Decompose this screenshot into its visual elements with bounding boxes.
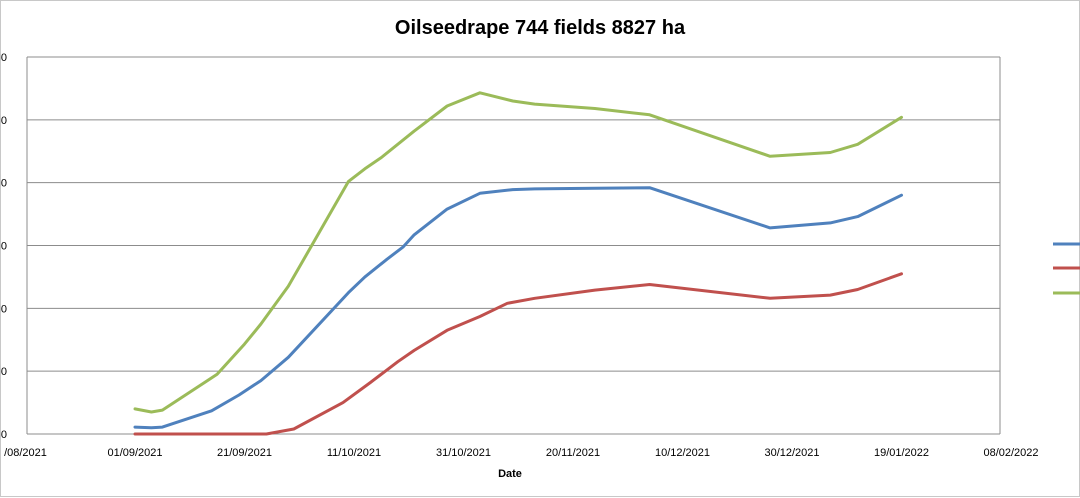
series-line-3 <box>133 91 903 414</box>
y-tick-label: 0 <box>1 52 7 64</box>
x-axis-ticks: /08/2021 01/09/2021 21/09/2021 11/10/2021 31… <box>4 447 1038 459</box>
y-axis-ticks: 0 0 0 0 0 0 0 <box>1 52 7 441</box>
x-tick-label: 01/09/2021 <box>107 447 162 459</box>
chart-title: Oilseedrape 744 fields 8827 ha <box>395 17 686 39</box>
x-tick-label: 21/09/2021 <box>217 447 272 459</box>
x-tick-label: 19/01/2022 <box>874 447 929 459</box>
y-tick-label: 0 <box>1 429 7 441</box>
x-tick-label: /08/2021 <box>4 447 47 459</box>
legend <box>1053 242 1080 295</box>
series-lines <box>133 91 903 436</box>
y-tick-label: 0 <box>1 178 7 190</box>
series-line-1 <box>133 186 903 430</box>
y-tick-label: 0 <box>1 303 7 315</box>
y-tick-label: 0 <box>1 241 7 253</box>
y-tick-label: 0 <box>1 366 7 378</box>
x-tick-label: 31/10/2021 <box>436 447 491 459</box>
x-tick-label: 10/12/2021 <box>655 447 710 459</box>
x-tick-label: 30/12/2021 <box>764 447 819 459</box>
x-tick-label: 11/10/2021 <box>327 447 381 459</box>
x-axis-label: Date <box>498 468 522 480</box>
x-tick-label: 08/02/2022 <box>983 447 1038 459</box>
x-tick-label: 20/11/2021 <box>546 447 600 459</box>
series-line-2 <box>133 272 903 436</box>
y-tick-label: 0 <box>1 115 7 127</box>
